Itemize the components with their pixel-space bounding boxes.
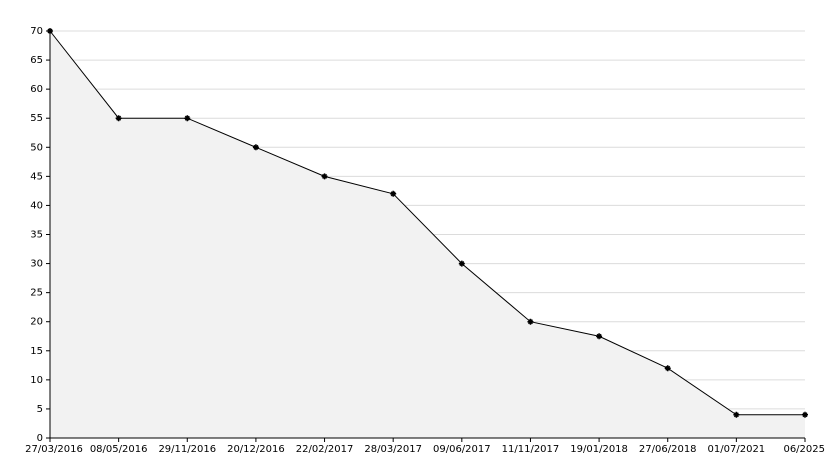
x-tick-label: 19/01/2018 — [570, 444, 628, 455]
y-tick-label: 65 — [30, 55, 43, 66]
x-tick-label: 01/07/2021 — [708, 444, 766, 455]
y-tick-label: 30 — [30, 259, 43, 270]
y-tick-label: 70 — [30, 26, 43, 37]
marker — [252, 144, 259, 151]
x-tick-label: 29/11/2016 — [158, 444, 216, 455]
x-tick-label: 20/12/2016 — [227, 444, 285, 455]
marker — [596, 333, 603, 340]
x-tick-label: 27/06/2018 — [639, 444, 697, 455]
x-tick-label: 11/11/2017 — [502, 444, 560, 455]
y-tick-label: 40 — [30, 200, 43, 211]
x-tick-label: 27/03/2016 — [25, 444, 83, 455]
marker — [664, 365, 671, 372]
marker — [802, 411, 808, 418]
area — [50, 31, 805, 438]
line — [49, 30, 805, 416]
x-tick-label: 22/02/2017 — [296, 444, 354, 455]
y-tick-label: 15 — [30, 346, 43, 357]
y-tick-label: 20 — [30, 317, 43, 328]
x-tick-label: 09/06/2017 — [433, 444, 491, 455]
marker — [527, 318, 534, 325]
x-tick-label: 08/05/2016 — [90, 444, 148, 455]
y-tick-label: 5 — [37, 404, 43, 415]
y-tick-label: 10 — [30, 375, 43, 386]
y-tick-label: 35 — [30, 230, 43, 241]
marker — [321, 173, 328, 180]
y-tick-label: 0 — [37, 433, 43, 444]
marker — [47, 28, 53, 34]
marker — [733, 411, 740, 418]
x-tick-label: 28/03/2017 — [364, 444, 422, 455]
marker — [115, 115, 122, 122]
marker — [184, 115, 191, 122]
marker — [390, 190, 397, 197]
marker — [458, 260, 465, 267]
y-tick-label: 50 — [30, 142, 43, 153]
y-tick-label: 55 — [30, 113, 43, 124]
y-tick-label: 60 — [30, 84, 43, 95]
x-tick-label: 06/2025 — [783, 444, 825, 455]
y-tick-label: 45 — [30, 171, 43, 182]
y-tick-label: 25 — [30, 288, 43, 299]
